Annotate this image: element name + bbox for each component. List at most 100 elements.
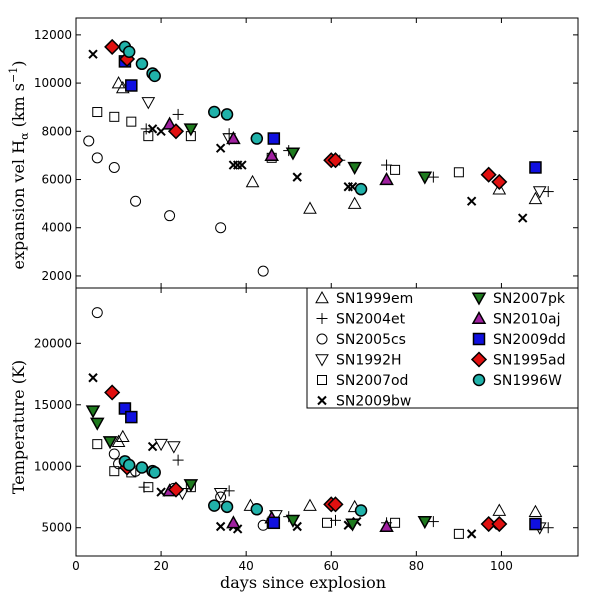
sn2007pk-point	[183, 123, 199, 137]
legend-marker-sn2004et	[316, 313, 328, 324]
sn1999em-point	[492, 182, 507, 195]
sn1999em-point	[528, 191, 543, 205]
sn2007pk-point	[85, 405, 101, 419]
sn2005cs-point	[91, 307, 103, 319]
legend-label-sn1996w: SN1996W	[493, 373, 562, 389]
velocity-panel: 2000 4000 6000 8000 10000 12000	[34, 17, 579, 289]
legend-marker-sn2007od	[317, 375, 327, 385]
sn2007pk-point	[417, 516, 433, 530]
sn2010aj-point	[162, 116, 177, 130]
sn2007od-point	[143, 131, 154, 142]
sn2007pk-point	[345, 518, 360, 532]
sn2007od-point	[109, 466, 120, 477]
sn1996w-point	[148, 466, 161, 479]
sn2007pk-point	[89, 417, 105, 431]
sn1996w-point	[220, 500, 234, 514]
legend-label-sn2009dd: SN2009dd	[493, 332, 566, 348]
legend-label-sn2010aj: SN2010aj	[493, 312, 560, 328]
sn2005cs-point	[257, 265, 269, 277]
sn1995ad-point	[167, 123, 185, 140]
sn2009bw-point	[517, 213, 528, 223]
legend-marker-sn2009bw	[317, 395, 327, 406]
sn2009dd-point	[529, 161, 542, 174]
legend-marker-sn1995ad	[470, 351, 488, 368]
sn2007od-point	[92, 439, 103, 450]
sn1996w-point	[122, 458, 136, 472]
y-tick-label: 4000	[41, 221, 72, 235]
legend-marker-sn1996w	[472, 373, 486, 387]
x-tick-label: 60	[324, 559, 339, 573]
sn2010aj-point	[264, 147, 279, 161]
sn2009dd-point	[529, 517, 542, 531]
sn2009bw-point	[147, 441, 158, 452]
x-tick-label: 40	[239, 559, 254, 573]
legend-marker-sn2005cs	[316, 333, 328, 345]
sn1995ad-point	[480, 166, 497, 183]
legend-marker-sn2010aj	[471, 310, 487, 325]
sn2009bw-point	[147, 124, 158, 134]
sn1999em-point	[115, 429, 130, 443]
sn1996w-point	[208, 105, 221, 119]
sn2005cs-point	[215, 222, 227, 234]
sn1995ad-point	[491, 173, 508, 190]
sn1996w-point	[250, 132, 264, 145]
y-tick-label: 8000	[41, 124, 72, 138]
sn2010aj-point	[379, 518, 394, 533]
legend: SN1999em SN2004et SN2005cs SN1992H SN2007od S…	[306, 287, 579, 410]
y-tick-label: 5000	[41, 521, 72, 535]
temperature-y-axis-label: Temperature (K)	[9, 360, 28, 494]
sn2007od-point	[390, 164, 401, 175]
x-tick-label: 80	[409, 559, 424, 573]
legend-marker-sn1992h	[315, 354, 329, 367]
x-tick-label: 0	[72, 559, 80, 573]
sn1999em-point	[528, 504, 543, 518]
sn2010aj-point	[379, 171, 394, 186]
sn2004et-point	[427, 171, 439, 183]
sn1996w-point	[122, 45, 136, 58]
sn1995ad-point	[327, 496, 344, 513]
sn2005cs-point	[164, 210, 176, 222]
sn1992h-point	[213, 488, 228, 501]
sn2007pk-point	[102, 436, 118, 450]
sn1995ad-point	[480, 515, 497, 533]
y-tick-label: 12000	[34, 28, 72, 42]
sn2007od-point	[390, 517, 401, 528]
sn2004et-point	[427, 516, 439, 528]
sn2007pk-point	[285, 514, 301, 528]
sn2007od-point	[109, 111, 120, 122]
y-tick-label: 6000	[41, 173, 72, 187]
sn1995ad-point	[327, 152, 344, 169]
sn2007pk-point	[285, 147, 301, 161]
sn2007pk-point	[417, 171, 433, 185]
sn2007pk-point	[347, 161, 362, 176]
sn1996w-point	[220, 108, 234, 121]
y-tick-label: 20000	[34, 336, 72, 350]
sn1992h-point	[154, 438, 168, 452]
sn1995ad-point	[491, 515, 508, 533]
sn2009bw-point	[88, 49, 98, 59]
y-tick-label: 15000	[34, 398, 72, 412]
sn2007od-point	[453, 167, 464, 178]
sn1996w-point	[250, 503, 264, 516]
sn2007pk-point	[183, 479, 199, 493]
sn1996w-point	[208, 499, 221, 512]
sn2009dd-point	[118, 402, 132, 415]
sn2007od-point	[322, 517, 332, 528]
sn1992h-point	[141, 97, 156, 110]
legend-marker-sn1999em	[315, 290, 329, 304]
legend-box	[306, 287, 579, 409]
y-tick-label: 10000	[34, 76, 72, 90]
sn2009bw-point	[466, 529, 477, 539]
sn2010aj-point	[226, 130, 241, 145]
sn1992h-point	[532, 186, 547, 199]
velocity-y-axis-label: expansion vel Hα (km s−1)	[7, 61, 31, 270]
y-tick-label: 2000	[41, 269, 72, 283]
y-tick-label: 10000	[34, 459, 72, 473]
sn2004et-point	[542, 522, 554, 534]
sn1999em-point	[245, 174, 260, 188]
sn1999em-point	[303, 201, 317, 214]
sn1995ad-point	[104, 384, 121, 401]
sn2005cs-point	[108, 161, 120, 173]
sn2005cs-point	[91, 152, 103, 164]
